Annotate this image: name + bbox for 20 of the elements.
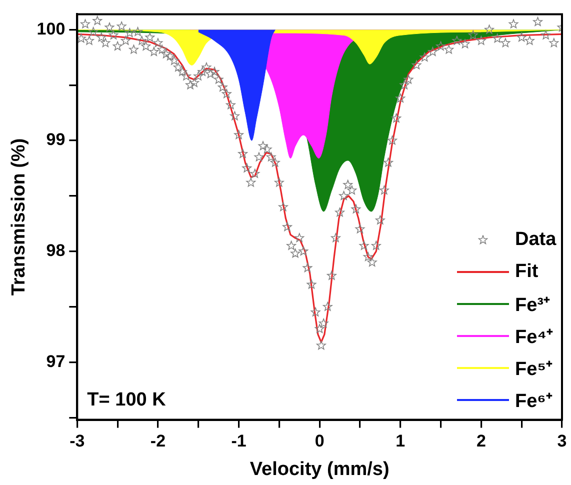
x-tick-label: 2 xyxy=(476,432,486,451)
x-tick-label: -2 xyxy=(150,432,166,451)
x-tick-label: 1 xyxy=(396,432,406,451)
x-tick-label: -3 xyxy=(70,432,85,451)
x-tick-label: 3 xyxy=(557,432,567,451)
y-axis-title: Transmission (%) xyxy=(8,138,30,296)
x-tick-label: 0 xyxy=(314,432,324,451)
legend-label: Fe⁴⁺ xyxy=(515,326,553,349)
legend-label: Data xyxy=(515,228,556,251)
annotation: T= 100 K xyxy=(87,390,166,411)
y-tick-label: 100 xyxy=(36,19,66,38)
y-tick-label: 97 xyxy=(46,352,66,371)
y-tick-label: 98 xyxy=(46,241,66,260)
legend-label: Fe³⁺ xyxy=(515,294,550,317)
legend-label: Fit xyxy=(515,260,538,283)
y-tick-label: 99 xyxy=(46,130,66,150)
x-tick-label: -1 xyxy=(231,432,246,451)
legend-label: Fe⁶⁺ xyxy=(515,390,552,413)
x-axis-title: Velocity (mm/s) xyxy=(250,458,390,480)
legend-label: Fe⁵⁺ xyxy=(515,358,552,381)
